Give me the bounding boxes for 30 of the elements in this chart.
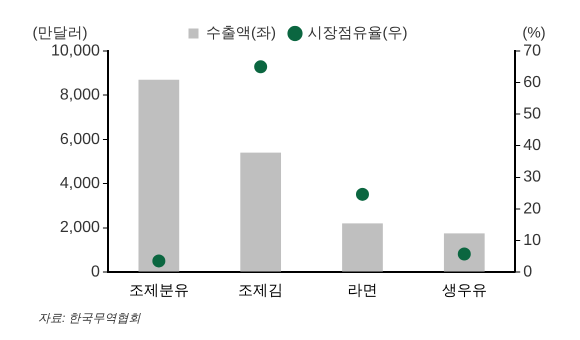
point bbox=[356, 188, 369, 201]
y-axis-title: (만달러) bbox=[32, 24, 88, 42]
bar bbox=[342, 223, 383, 272]
y-tick-label: 4,000 bbox=[60, 175, 100, 192]
y2-tick-label: 50 bbox=[523, 106, 542, 123]
y2-tick-label: 10 bbox=[523, 232, 542, 249]
legend-label: 시장점유율(우) bbox=[308, 24, 408, 42]
y2-tick-label: 60 bbox=[523, 74, 542, 91]
bar bbox=[444, 233, 485, 272]
point bbox=[254, 60, 268, 74]
y-tick-label: 6,000 bbox=[60, 130, 100, 148]
y2-axis-title: (%) bbox=[522, 24, 546, 42]
point bbox=[152, 254, 166, 268]
y2-tick-label: 0 bbox=[523, 263, 532, 280]
x-tick-label: 생우유 bbox=[442, 282, 487, 300]
x-tick-label: 조제분유 bbox=[128, 282, 189, 300]
text: 자료: 한국무역협회 bbox=[38, 310, 142, 327]
legend-label: 수출액(좌) bbox=[206, 24, 276, 42]
bar bbox=[138, 80, 180, 272]
bar bbox=[240, 152, 282, 272]
y-tick-label: 2,000 bbox=[60, 219, 100, 236]
y-tick-label: 8,000 bbox=[60, 86, 100, 104]
x-tick-label: 라면 bbox=[347, 282, 378, 300]
y2-tick-label: 30 bbox=[523, 168, 542, 186]
y-tick-label: 0 bbox=[91, 263, 100, 280]
x-tick-label: 조제김 bbox=[238, 282, 284, 300]
y-tick-label: 10,000 bbox=[51, 42, 100, 60]
y2-tick-label: 40 bbox=[523, 137, 542, 154]
y2-tick-label: 20 bbox=[523, 200, 542, 218]
y2-tick-label: 70 bbox=[523, 42, 542, 60]
